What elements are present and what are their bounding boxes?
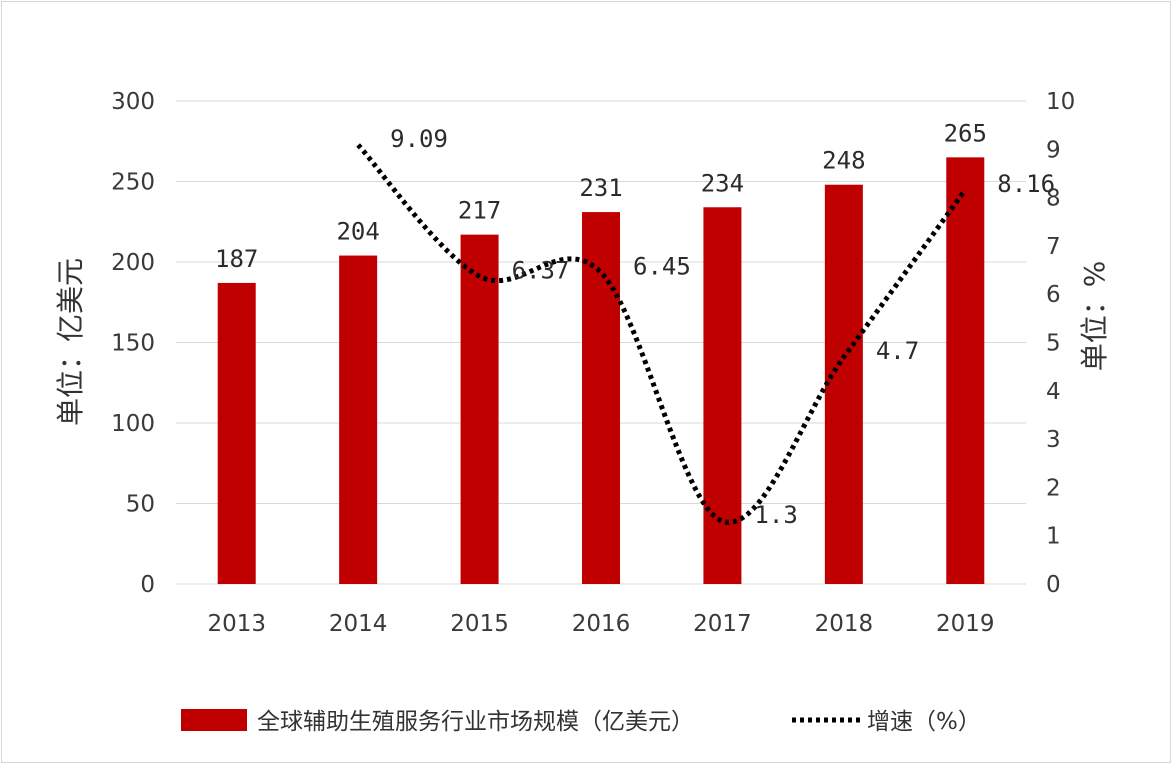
legend: 全球辅助生殖服务行业市场规模（亿美元） 增速（%） <box>181 709 981 735</box>
x-tick-label: 2017 <box>693 611 752 637</box>
growth-value-label: 9.09 <box>390 125 448 153</box>
bar-value-label: 234 <box>701 169 744 197</box>
growth-value-label: 4.7 <box>876 337 919 365</box>
legend-line-label: 增速（%） <box>867 709 981 735</box>
y-tick-label: 150 <box>111 331 155 357</box>
y-tick-label: 0 <box>140 572 155 598</box>
y-axis-title: 单位：亿美元 <box>54 258 87 426</box>
y-tick-label: 100 <box>111 411 155 437</box>
left-axis-ticks: 0 50 100 150 200 250 300 <box>111 89 155 598</box>
y2-tick-label: 8 <box>1046 186 1061 212</box>
y2-tick-label: 0 <box>1046 572 1061 598</box>
y2-tick-label: 9 <box>1046 137 1061 163</box>
bar <box>460 234 499 584</box>
bar-value-label: 231 <box>579 174 622 202</box>
y2-tick-label: 5 <box>1046 331 1061 357</box>
y-tick-label: 250 <box>111 170 155 196</box>
growth-value-label: 6.37 <box>512 256 570 284</box>
legend-bar-label: 全球辅助生殖服务行业市场规模（亿美元） <box>257 709 694 735</box>
x-tick-label: 2018 <box>815 611 874 637</box>
line-series <box>356 143 968 525</box>
legend-bar-swatch <box>181 709 247 731</box>
y2-tick-label: 1 <box>1046 524 1061 550</box>
x-tick-label: 2019 <box>936 611 995 637</box>
growth-line <box>356 143 968 525</box>
bar-value-label: 265 <box>944 119 987 147</box>
y-tick-label: 50 <box>126 492 155 518</box>
y2-tick-label: 2 <box>1046 475 1061 501</box>
bar-value-label: 187 <box>215 245 258 273</box>
y2-axis-title: 单位：% <box>1078 261 1111 372</box>
x-axis-ticks: 2013 2014 2015 2016 2017 2018 2019 <box>207 611 994 637</box>
growth-value-label: 6.45 <box>633 252 691 280</box>
right-axis-ticks: 0 1 2 3 4 5 6 7 8 9 10 <box>1046 89 1075 598</box>
bar-value-label: 217 <box>458 197 501 225</box>
bar-value-label: 204 <box>336 218 379 246</box>
bar <box>824 184 863 584</box>
y2-tick-label: 10 <box>1046 89 1075 115</box>
bar <box>339 255 378 584</box>
bar-series <box>217 157 985 584</box>
bar-value-label: 248 <box>822 147 865 175</box>
x-tick-label: 2016 <box>572 611 631 637</box>
x-tick-label: 2015 <box>450 611 509 637</box>
bar <box>946 157 985 584</box>
data-labels: 187 204 217 231 234 248 265 9.09 6.37 6.45 1.3 4.7 8… <box>215 119 1055 529</box>
growth-value-label: 1.3 <box>754 501 797 529</box>
bar <box>703 207 742 584</box>
x-tick-label: 2013 <box>207 611 266 637</box>
y2-tick-label: 6 <box>1046 282 1061 308</box>
bar <box>582 212 620 584</box>
y2-tick-label: 4 <box>1046 379 1061 405</box>
bar <box>217 282 256 584</box>
y-tick-label: 200 <box>111 250 155 276</box>
x-tick-label: 2014 <box>329 611 388 637</box>
y-tick-label: 300 <box>111 89 155 115</box>
y2-tick-label: 7 <box>1046 234 1061 260</box>
y2-tick-label: 3 <box>1046 427 1061 453</box>
growth-value-label: 8.16 <box>997 170 1055 198</box>
